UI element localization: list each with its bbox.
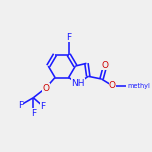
Text: NH: NH bbox=[71, 79, 85, 88]
Text: O: O bbox=[42, 84, 49, 93]
Text: methyl: methyl bbox=[127, 83, 150, 89]
Text: F: F bbox=[40, 102, 45, 111]
Text: O: O bbox=[109, 81, 116, 90]
Text: F: F bbox=[31, 109, 36, 118]
Text: O: O bbox=[102, 61, 109, 70]
Text: F: F bbox=[66, 33, 71, 42]
Text: F: F bbox=[18, 101, 23, 110]
